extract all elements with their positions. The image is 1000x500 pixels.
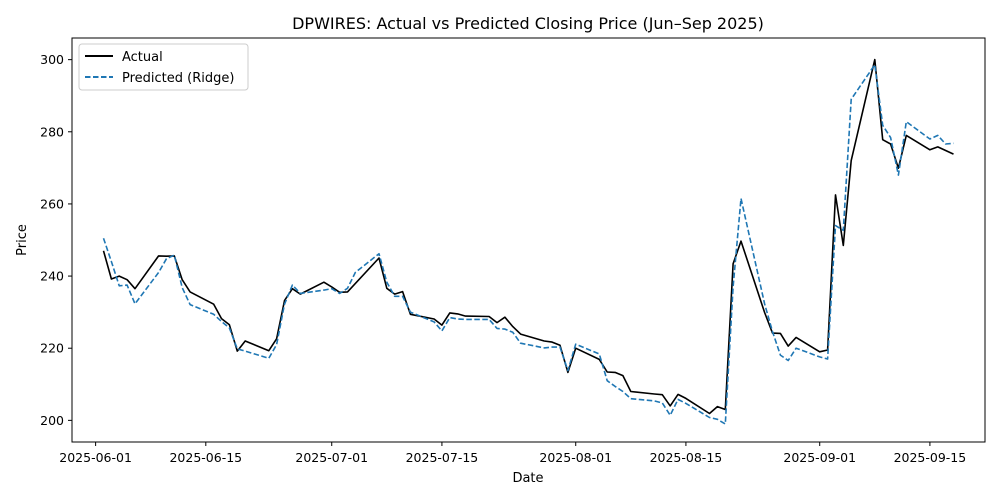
x-tick-label: 2025-09-15 <box>894 450 967 465</box>
y-tick-label: 280 <box>40 124 64 139</box>
y-tick-label: 260 <box>40 196 64 211</box>
y-axis-label: Price <box>15 224 30 256</box>
x-tick-label: 2025-07-01 <box>295 450 368 465</box>
x-tick-label: 2025-07-15 <box>406 450 479 465</box>
y-tick-label: 240 <box>40 269 64 284</box>
plot-area <box>71 37 986 443</box>
series-layer <box>102 58 954 425</box>
series-line-predicted <box>102 63 954 425</box>
x-tick-label: 2025-09-01 <box>783 450 856 465</box>
legend: Actual Predicted (Ridge) <box>78 43 249 91</box>
legend-frame <box>78 43 249 91</box>
x-axis: 2025-06-01 2025-06-15 2025-07-01 2025-07-15… <box>59 442 966 465</box>
x-tick-label: 2025-08-01 <box>539 450 612 465</box>
x-tick-label: 2025-08-15 <box>650 450 723 465</box>
y-tick-label: 200 <box>40 413 64 428</box>
x-tick-label: 2025-06-15 <box>169 450 242 465</box>
chart-title: DPWIRES: Actual vs Predicted Closing Pri… <box>292 14 764 33</box>
y-tick-label: 220 <box>40 341 64 356</box>
y-axis: 200 220 240 260 280 300 <box>40 52 72 428</box>
series-line-actual <box>102 58 954 415</box>
y-tick-label: 300 <box>40 52 64 67</box>
x-axis-label: Date <box>512 471 543 486</box>
legend-label-predicted: Predicted (Ridge) <box>122 71 234 86</box>
legend-label-actual: Actual <box>122 50 163 65</box>
x-tick-label: 2025-06-01 <box>59 450 132 465</box>
